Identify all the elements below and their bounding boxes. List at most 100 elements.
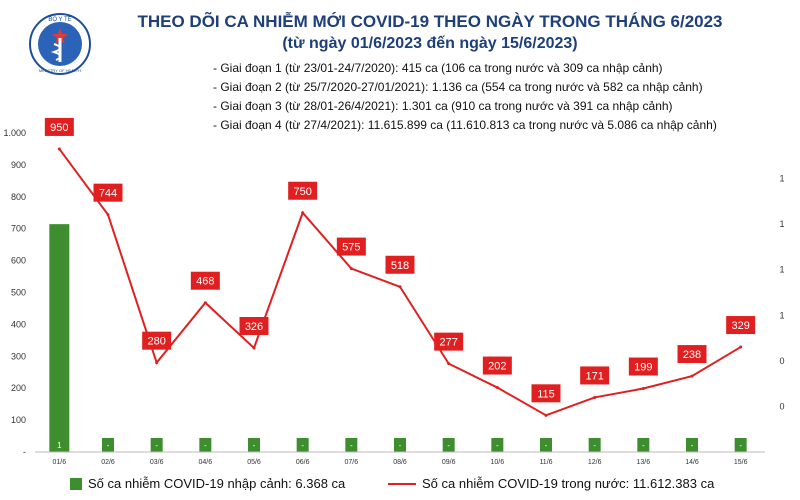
- data-label-10/6: 202: [488, 361, 506, 373]
- category-label-15/6: 15/6: [734, 459, 748, 466]
- bar-label-01/6: 1: [57, 441, 62, 450]
- category-label-12/6: 12/6: [588, 459, 602, 466]
- category-label-02/6: 02/6: [101, 459, 115, 466]
- bar-03/6: [150, 438, 163, 452]
- data-label-box-14/6: [677, 345, 707, 364]
- category-label-10/6: 10/6: [491, 459, 505, 466]
- category-label-04/6: 04/6: [199, 459, 213, 466]
- category-label-14/6: 14/6: [685, 459, 699, 466]
- line-point-07/6: [349, 267, 353, 271]
- data-label-box-13/6: [628, 357, 658, 376]
- data-label-box-10/6: [482, 356, 512, 375]
- data-label-12/6: 171: [585, 370, 603, 382]
- bar-series: 1 - - - - - - - - - - - - - -: [49, 224, 747, 452]
- line-series: 950 744 280 468 326 750 575 518 277 202 115 171 199 2…: [44, 117, 756, 417]
- data-label-box-03/6: [142, 331, 172, 350]
- line-point-08/6: [398, 285, 402, 289]
- data-label-02/6: 744: [99, 188, 117, 200]
- right-tick-label-0: 0: [779, 401, 784, 411]
- phase-list: - Giai đoạn 1 (từ 23/01-24/7/2020): 415 …: [213, 59, 717, 135]
- left-tick-label-6: 600: [11, 256, 26, 266]
- chart-title: THEO DÕI CA NHIỄM MỚI COVID-19 THEO NGÀY…: [137, 12, 723, 31]
- bar-label-03/6: -: [155, 441, 158, 450]
- bar-label-07/6: -: [350, 441, 353, 450]
- data-label-box-02/6: [93, 183, 123, 202]
- line-point-04/6: [203, 301, 207, 305]
- category-label-09/6: 09/6: [442, 459, 456, 466]
- logo-text-top: BỘ Y TẾ: [48, 16, 71, 23]
- bar-04/6: [199, 438, 212, 452]
- data-label-box-04/6: [190, 271, 220, 290]
- right-tick-label-4: 1: [779, 219, 784, 229]
- data-label-box-08/6: [385, 255, 415, 274]
- data-label-11/6: 115: [537, 388, 555, 400]
- legend: Số ca nhiễm COVID-19 nhập cảnh: 6.368 ca…: [70, 476, 790, 496]
- bar-13/6: [637, 438, 650, 452]
- line-point-15/6: [739, 345, 743, 349]
- phase-item-2: - Giai đoạn 2 (từ 25/7/2020-27/01/2021):…: [213, 80, 703, 94]
- left-tick-label-3: 300: [11, 351, 26, 361]
- bar-label-15/6: -: [739, 441, 742, 450]
- data-label-08/6: 518: [391, 260, 409, 272]
- data-label-box-06/6: [288, 181, 318, 200]
- category-label-01/6: 01/6: [53, 459, 67, 466]
- phase-item-1: - Giai đoạn 1 (từ 23/01-24/7/2020): 415 …: [213, 61, 663, 75]
- left-tick-label-8: 800: [11, 192, 26, 202]
- left-tick-label-7: 700: [11, 224, 26, 234]
- data-label-box-01/6: [44, 117, 74, 136]
- bar-label-02/6: -: [107, 441, 110, 450]
- bar-08/6: [394, 438, 406, 452]
- data-label-box-12/6: [580, 366, 610, 385]
- category-label-08/6: 08/6: [393, 459, 407, 466]
- category-label-05/6: 05/6: [247, 459, 261, 466]
- bar-15/6: [734, 438, 747, 452]
- phase-item-3: - Giai đoạn 3 (từ 28/01-26/4/2021): 1.30…: [213, 99, 673, 113]
- line-point-11/6: [544, 413, 548, 417]
- bar-05/6: [248, 438, 260, 452]
- data-label-07/6: 575: [342, 242, 360, 254]
- line-point-12/6: [593, 395, 597, 399]
- data-label-14/6: 238: [683, 349, 701, 361]
- data-label-04/6: 468: [196, 276, 214, 288]
- data-label-box-07/6: [336, 237, 366, 256]
- bar-label-08/6: -: [399, 441, 402, 450]
- ministry-of-health-logo: BỘ Y TẾ MINISTRY OF HEALTH: [29, 13, 91, 75]
- right-tick-label-2: 1: [779, 310, 784, 320]
- bar-11/6: [540, 438, 552, 452]
- bar-07/6: [345, 438, 358, 452]
- bar-06/6: [296, 438, 309, 452]
- legend-item-bar: Số ca nhiễm COVID-19 nhập cảnh: 6.368 ca: [70, 476, 345, 491]
- bar-02/6: [102, 438, 114, 452]
- bar-label-09/6: -: [447, 441, 450, 450]
- data-label-03/6: 280: [147, 336, 165, 348]
- left-tick-label-4: 400: [11, 319, 26, 329]
- data-label-06/6: 750: [293, 186, 311, 198]
- left-tick-label-5: 500: [11, 288, 26, 298]
- bar-label-11/6: -: [545, 441, 548, 450]
- line-point-10/6: [495, 386, 499, 390]
- chart-subtitle: (từ ngày 01/6/2023 đến ngày 15/6/2023): [282, 35, 578, 52]
- line-point-05/6: [252, 346, 256, 350]
- bar-01/6: [49, 224, 70, 452]
- data-label-15/6: 329: [731, 320, 749, 332]
- left-tick-label-9: 900: [11, 160, 26, 170]
- bar-14/6: [686, 438, 698, 452]
- line-point-02/6: [106, 213, 110, 217]
- data-label-13/6: 199: [634, 362, 652, 374]
- left-tick-label-1: 100: [11, 415, 26, 425]
- bar-label-06/6: -: [301, 441, 304, 450]
- bar-label-10/6: -: [496, 441, 499, 450]
- right-tick-label-3: 1: [779, 265, 784, 275]
- line-point-06/6: [301, 211, 305, 215]
- category-label-03/6: 03/6: [150, 459, 164, 466]
- phase-item-4: - Giai đoạn 4 (từ 27/4/2021): 11.615.899…: [213, 118, 717, 132]
- data-label-box-15/6: [726, 316, 756, 335]
- right-tick-label-1: 0: [779, 356, 784, 366]
- category-label-07/6: 07/6: [345, 459, 359, 466]
- bar-09/6: [442, 438, 455, 452]
- legend-item-line: Số ca nhiễm COVID-19 trong nước: 11.612.…: [388, 476, 714, 491]
- line-point-13/6: [641, 387, 645, 391]
- category-label-13/6: 13/6: [637, 459, 651, 466]
- data-label-box-11/6: [531, 384, 561, 403]
